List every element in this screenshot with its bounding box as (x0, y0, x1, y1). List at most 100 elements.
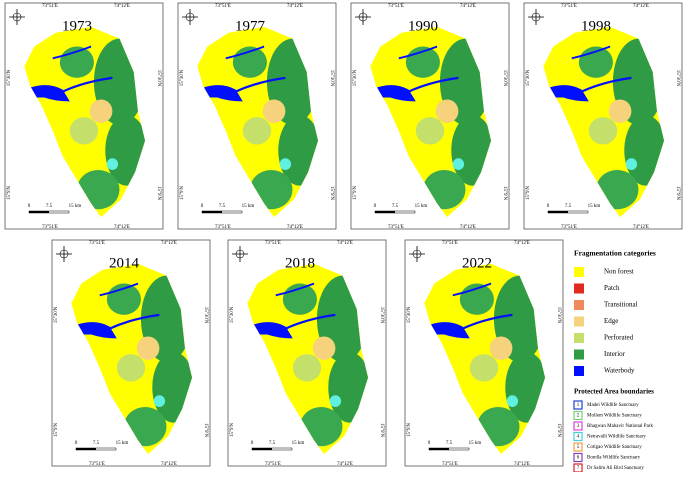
pa-swatch (573, 442, 583, 452)
pa-title: Protected Area boundaries (574, 388, 654, 396)
map-panel: 1990 73°51'E 73°51'E 15°30'N 15°30'N 74°12'E 7… (350, 2, 510, 230)
scale-label: 15 km (415, 204, 428, 209)
scale-label: 0 (75, 441, 78, 446)
lat-label: 15°30'N (156, 70, 161, 87)
legend-label: Waterbody (604, 367, 635, 375)
lat-label: 15°30'N (7, 69, 12, 86)
scale-bar (76, 448, 96, 450)
lon-label: 73°51'E (215, 4, 231, 9)
lon-label: 74°12'E (633, 4, 649, 9)
year-label: 1998 (581, 18, 611, 34)
scale-label: 15 km (69, 204, 82, 209)
lon-label: 74°12'E (114, 4, 130, 9)
north-arrow-ring (12, 12, 22, 22)
legend-label: Perforated (604, 334, 634, 342)
scale-label: 15 km (292, 441, 305, 446)
pa-number: 2 (577, 414, 580, 419)
lon-label: 73°51'E (388, 225, 404, 230)
pa-number: 3 (577, 424, 580, 429)
lat-label: 15°30'N (502, 70, 507, 87)
scale-bar (252, 448, 272, 450)
pa-label: Dr Salim Ali Bird Sanctuary (587, 466, 644, 471)
lon-label: 73°51'E (42, 4, 58, 9)
lat-label: 15°9'N (7, 186, 12, 200)
scale-label: 0 (201, 204, 204, 209)
scale-label: 15 km (588, 204, 601, 209)
lon-label: 74°12'E (161, 241, 177, 246)
legend-label: Patch (604, 284, 620, 292)
pa-number: 6 (577, 456, 580, 461)
north-arrow-ring (412, 249, 422, 259)
lon-label: 74°12'E (287, 225, 303, 230)
scale-bar (202, 211, 222, 213)
scale-label: 0 (428, 441, 431, 446)
north-arrow-ring (59, 249, 69, 259)
scale-label: 0 (547, 204, 550, 209)
north-arrow-ring (235, 249, 245, 259)
pa-number: 5 (577, 445, 580, 450)
north-arrow (9, 9, 25, 25)
lat-label: 15°9'N (675, 186, 680, 200)
north-arrow (232, 246, 248, 262)
map-panel: 2018 73°51'E 73°51'E 15°30'N 15°30'N 74°12'E 7… (227, 239, 387, 467)
lat-label: 15°30'N (203, 307, 208, 324)
lon-label: 73°51'E (89, 241, 105, 246)
lon-label: 74°12'E (161, 462, 177, 467)
lat-label: 15°30'N (230, 306, 235, 323)
scale-bar (429, 448, 449, 450)
lat-label: 15°9'N (407, 423, 412, 437)
pa-swatch (573, 410, 583, 421)
pa-label: Netravalli Wildlife Sanctuary (587, 435, 646, 440)
pa-swatch (573, 400, 583, 410)
lat-label: 15°9'N (329, 186, 334, 200)
legend-label: Interior (604, 350, 626, 358)
pa-swatch (573, 431, 583, 442)
pa-number: 4 (577, 435, 580, 440)
map-panel: 2022 73°51'E 73°51'E 15°30'N 15°30'N 74°12'E 7… (404, 239, 564, 467)
pa-number: 1 (577, 403, 580, 408)
scale-bar (375, 211, 395, 213)
north-arrow-ring (358, 12, 368, 22)
lat-label: 15°30'N (407, 306, 412, 323)
lat-label: 15°30'N (180, 69, 185, 86)
scale-label: 7.5 (46, 204, 53, 209)
lon-label: 74°12'E (114, 225, 130, 230)
year-label: 2022 (462, 255, 492, 271)
lat-label: 15°9'N (180, 186, 185, 200)
north-arrow (528, 9, 544, 25)
map-panel: 1998 73°51'E 73°51'E 15°30'N 15°30'N 74°12'E 7… (523, 2, 683, 230)
scale-label: 15 km (242, 204, 255, 209)
lat-label: 15°9'N (54, 423, 59, 437)
north-arrow (56, 246, 72, 262)
year-label: 1977 (235, 18, 266, 34)
north-arrow (355, 9, 371, 25)
lat-label: 15°9'N (556, 423, 561, 437)
lon-label: 74°12'E (460, 225, 476, 230)
legend-title: Fragmentation categories (574, 249, 656, 258)
lat-label: 15°30'N (353, 69, 358, 86)
north-arrow-ring (185, 12, 195, 22)
pa-number: 7 (577, 466, 580, 471)
lon-label: 73°51'E (42, 225, 58, 230)
scale-bar (548, 211, 568, 213)
lon-label: 73°51'E (442, 241, 458, 246)
year-label: 1973 (62, 18, 92, 34)
scale-label: 7.5 (565, 204, 572, 209)
lat-label: 15°9'N (156, 186, 161, 200)
lon-label: 74°12'E (460, 4, 476, 9)
year-label: 2014 (109, 255, 140, 271)
legend-label: Edge (604, 317, 618, 325)
pa-swatch (573, 452, 583, 463)
map-panel: 2014 73°51'E 73°51'E 15°30'N 15°30'N 74°12'E 7… (51, 239, 211, 467)
lat-label: 15°9'N (203, 423, 208, 437)
map-panel: 1977 73°51'E 73°51'E 15°30'N 15°30'N 74°12'E 7… (177, 2, 337, 230)
north-arrow (409, 246, 425, 262)
lon-label: 74°12'E (514, 462, 530, 467)
scale-bar (29, 211, 49, 213)
map-panel: 1973 73°51'E 73°51'E 15°30'N 15°30'N 74°12'E 7… (4, 2, 164, 230)
legend-swatch (574, 349, 584, 360)
lat-label: 15°9'N (502, 186, 507, 200)
lon-label: 74°12'E (337, 462, 353, 467)
year-label: 1990 (408, 18, 438, 34)
lon-label: 74°12'E (287, 4, 303, 9)
